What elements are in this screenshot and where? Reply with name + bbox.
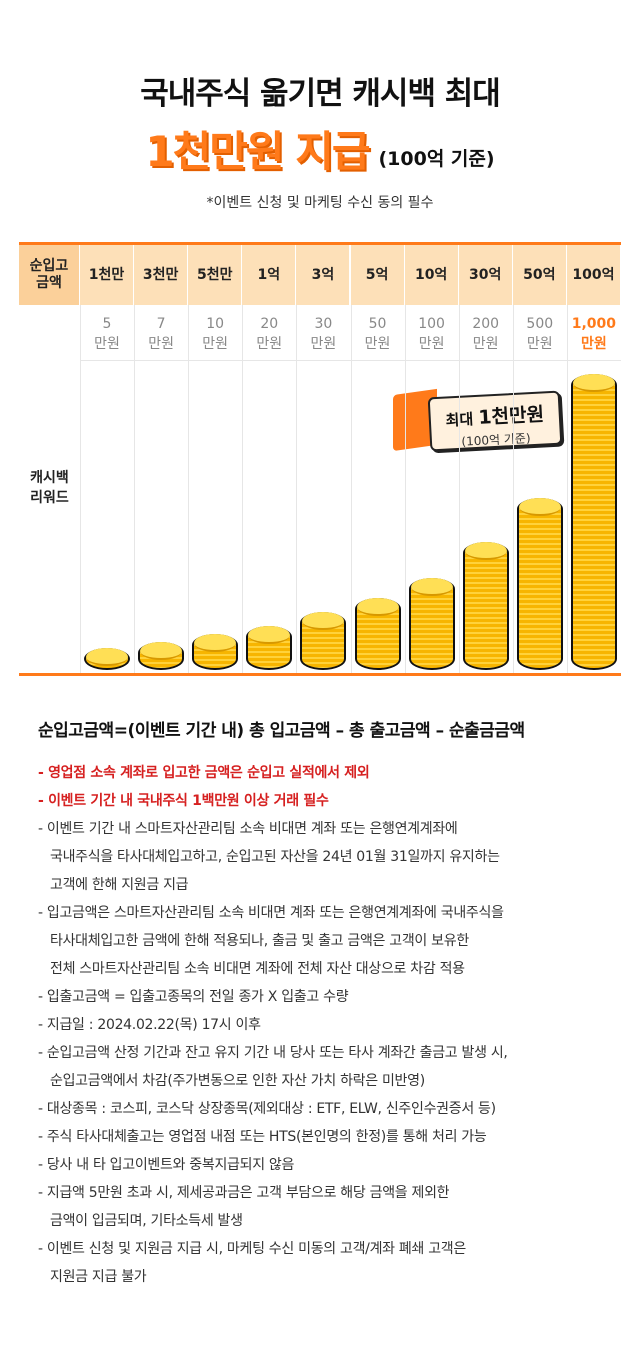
max-reward-badge: 최대 1천만원 (100억 기준) — [427, 390, 563, 452]
terms-list: - 영업점 소속 계좌로 입고한 금액은 순입고 실적에서 제외 - 이벤트 기간… — [38, 759, 618, 1291]
tier-header: 30억 — [458, 245, 513, 305]
tier-header: 5천만 — [188, 245, 243, 305]
reward-amount: 500 만원 — [526, 316, 554, 352]
terms-item-line: - 이벤트 신청 및 지원금 지급 시, 마케팅 수신 미동의 고객/계좌 폐쇄… — [38, 1241, 466, 1257]
reward-table: 순입고 금액 캐시백 리워드 최대 1천만원 (100억 기준) 1천만 5 만원 3… — [19, 242, 621, 676]
terms-item: - 지급일 : 2024.02.22(목) 17시 이후 — [38, 1011, 618, 1039]
terms-item-line: - 이벤트 기간 내 스마트자산관리팀 소속 비대면 계좌 또는 은행연계계좌에 — [38, 821, 458, 837]
coin-stack-icon — [300, 612, 347, 670]
coin-stack-icon — [192, 634, 239, 670]
terms-item-line: 순입고금액에서 차감(주가변동으로 인한 자산 가치 하락은 미반영) — [50, 1073, 425, 1089]
tier-header: 10억 — [404, 245, 459, 305]
terms-item-line: 지원금 지급 불가 — [50, 1269, 147, 1285]
coin-stack-icon — [84, 648, 131, 670]
column-divider — [80, 305, 81, 673]
terms-item-line: - 주식 타사대체출고는 영업점 내점 또는 HTS(본인명의 한정)를 통해 … — [38, 1129, 487, 1145]
terms-item-line: - 당사 내 타 입고이벤트와 중복지급되지 않음 — [38, 1157, 295, 1173]
terms-item-line: - 영업점 소속 계좌로 입고한 금액은 순입고 실적에서 제외 — [38, 765, 370, 781]
column-divider — [296, 305, 298, 673]
terms-item-line: 전체 스마트자산관리팀 소속 비대면 계좌에 전체 자산 대상으로 차감 적용 — [50, 961, 465, 977]
terms-item-line: 타사대체입고한 금액에 한해 적용되나, 출금 및 출고 금액은 고객이 보유한 — [50, 933, 469, 949]
column-divider — [512, 305, 514, 673]
terms-item-line: - 이벤트 기간 내 국내주식 1백만원 이상 거래 필수 — [38, 793, 329, 809]
terms-item-line: - 지급일 : 2024.02.22(목) 17시 이후 — [38, 1017, 261, 1033]
reward-amount: 200 만원 — [472, 316, 500, 352]
terms-title: 순입고금액=(이벤트 기간 내) 총 입고금액 – 총 출고금액 – 순출금금액 — [38, 721, 525, 741]
reward-amount: 1,000 만원 — [571, 316, 617, 352]
tier-header: 1억 — [242, 245, 297, 305]
table-header-label: 순입고 금액 — [19, 245, 80, 305]
terms-item-line: - 입고금액은 스마트자산관리팀 소속 비대면 계좌 또는 은행연계계좌에 국내… — [38, 905, 504, 921]
reward-amount: 7 만원 — [148, 316, 174, 352]
table-bottom-border — [19, 673, 621, 676]
tier-header: 3억 — [296, 245, 351, 305]
consent-note: *이벤트 신청 및 마케팅 수신 동의 필수 — [206, 195, 434, 211]
tier-header: 100억 — [566, 245, 621, 305]
terms-item-highlight: - 영업점 소속 계좌로 입고한 금액은 순입고 실적에서 제외 — [38, 759, 618, 787]
terms-item: - 당사 내 타 입고이벤트와 중복지급되지 않음 — [38, 1151, 618, 1179]
terms-item: - 입고금액은 스마트자산관리팀 소속 비대면 계좌 또는 은행연계계좌에 국내… — [38, 899, 618, 983]
reward-amount: 100 만원 — [418, 316, 445, 352]
terms-section: 순입고금액=(이벤트 기간 내) 총 입고금액 – 총 출고금액 – 순출금금액… — [38, 716, 618, 1291]
coin-stack-icon — [138, 642, 185, 670]
terms-item-highlight: - 이벤트 기간 내 국내주식 1백만원 이상 거래 필수 — [38, 787, 618, 815]
column-divider — [404, 305, 406, 673]
column-divider — [134, 305, 136, 673]
terms-item-line: 고객에 한해 지원금 지급 — [50, 877, 189, 893]
terms-item: - 이벤트 신청 및 지원금 지급 시, 마케팅 수신 미동의 고객/계좌 폐쇄… — [38, 1235, 618, 1291]
terms-item-line: 금액이 입금되며, 기타소득세 발생 — [50, 1213, 243, 1229]
terms-item: - 지급액 5만원 초과 시, 제세공과금은 고객 부담으로 해당 금액을 제외… — [38, 1179, 618, 1235]
reward-amount: 20 만원 — [256, 316, 283, 352]
terms-item-line: 국내주식을 타사대체입고하고, 순입고된 자산을 24년 01월 31일까지 유… — [50, 849, 500, 865]
headline-amount-basis: (100억 기준) — [378, 148, 495, 170]
tier-header: 50억 — [512, 245, 567, 305]
tier-header: 1천만 — [80, 245, 135, 305]
terms-item-line: - 지급액 5만원 초과 시, 제세공과금은 고객 부담으로 해당 금액을 제외… — [38, 1185, 450, 1201]
terms-item: - 순입고금액 산정 기간과 잔고 유지 기간 내 당사 또는 타사 계좌간 출… — [38, 1039, 618, 1095]
coin-stack-icon — [516, 498, 563, 670]
badge-title: 최대 1천만원 — [430, 399, 559, 433]
column-divider — [188, 305, 190, 673]
reward-amount: 50 만원 — [364, 316, 391, 352]
terms-item-line: - 입출고금액 = 입출고종목의 전일 종가 X 입출고 수량 — [38, 989, 349, 1005]
row-label-reward: 캐시백 리워드 — [19, 468, 80, 508]
row-label-reward-text: 캐시백 리워드 — [30, 470, 69, 506]
terms-item: - 주식 타사대체출고는 영업점 내점 또는 HTS(본인명의 한정)를 통해 … — [38, 1123, 618, 1151]
coin-stack-icon — [462, 542, 509, 670]
tier-header: 3천만 — [134, 245, 189, 305]
terms-item-line: - 대상종목 : 코스피, 코스닥 상장종목(제외대상 : ETF, ELW, … — [38, 1101, 496, 1117]
headline-amount: 1천만원 지급 (100억 기준) — [0, 118, 640, 178]
reward-amount: 5 만원 — [94, 316, 120, 352]
headline-amount-text: 1천만원 지급 — [145, 127, 370, 176]
table-header-label-text: 순입고 금액 — [29, 258, 69, 291]
coin-stack-icon — [408, 578, 455, 670]
tier-header: 5억 — [350, 245, 405, 305]
reward-amount: 10 만원 — [202, 316, 229, 352]
coin-stack-icon — [570, 374, 617, 670]
terms-item: - 입출고금액 = 입출고종목의 전일 종가 X 입출고 수량 — [38, 983, 618, 1011]
column-divider — [566, 305, 568, 673]
badge-prefix: 최대 — [445, 409, 479, 430]
terms-item: - 대상종목 : 코스피, 코스닥 상장종목(제외대상 : ETF, ELW, … — [38, 1095, 618, 1123]
terms-item-line: - 순입고금액 산정 기간과 잔고 유지 기간 내 당사 또는 타사 계좌간 출… — [38, 1045, 508, 1061]
column-divider — [458, 305, 460, 673]
column-divider — [242, 305, 244, 673]
reward-amount: 30 만원 — [310, 316, 337, 352]
coin-stack-icon — [354, 598, 401, 670]
terms-item: - 이벤트 기간 내 스마트자산관리팀 소속 비대면 계좌 또는 은행연계계좌에… — [38, 815, 618, 899]
column-divider — [350, 305, 352, 673]
headline-title: 국내주식 옮기면 캐시백 최대 — [140, 76, 501, 112]
table-top-border — [19, 242, 621, 245]
coin-stack-icon — [246, 626, 293, 670]
badge-strong: 1천만원 — [477, 403, 545, 429]
